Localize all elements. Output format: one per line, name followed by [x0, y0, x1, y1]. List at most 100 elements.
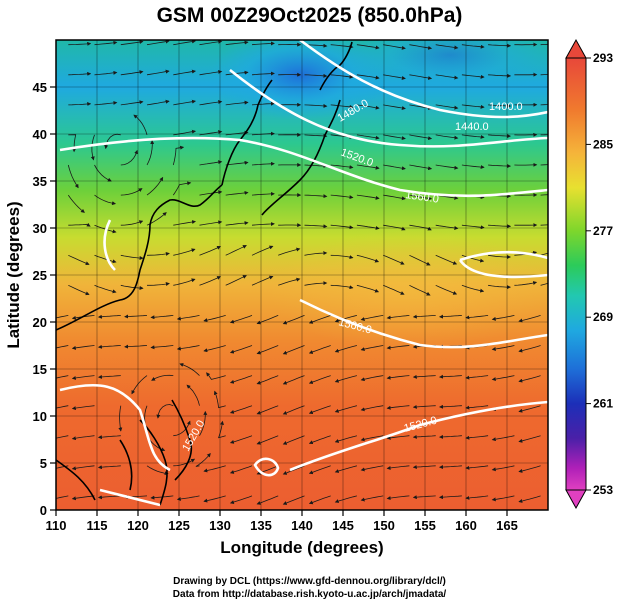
streamline: [334, 465, 357, 473]
streamline: [146, 40, 170, 46]
streamline: [439, 434, 462, 439]
grid-lines: [56, 40, 548, 510]
streamline: [146, 99, 170, 106]
streamline: [146, 465, 169, 476]
streamline: [518, 495, 541, 503]
streamline: [518, 435, 541, 443]
streamline: [465, 315, 489, 320]
streamline: [206, 372, 226, 380]
streamline: [435, 74, 459, 80]
streamline: [94, 284, 117, 294]
y-tick-label: 20: [33, 315, 47, 330]
streamline: [491, 375, 515, 382]
streamline: [488, 164, 512, 169]
streamline: [412, 314, 436, 319]
x-tick-label: 110: [46, 518, 67, 533]
streamline: [356, 254, 380, 263]
y-tick-label: 5: [40, 456, 47, 471]
streamline: [383, 284, 405, 295]
streamline: [156, 404, 174, 419]
x-tick-label: 155: [414, 518, 436, 533]
contour-label: 1440.0: [455, 121, 489, 133]
streamline: [383, 134, 406, 141]
streamline: [491, 435, 515, 442]
streamline: [465, 435, 489, 440]
streamline: [120, 254, 144, 261]
colorbar-bottom-arrow: [565, 489, 587, 510]
colorbar-top-arrow: [565, 38, 587, 59]
streamline: [68, 222, 91, 227]
streamline: [90, 134, 95, 161]
streamline: [308, 375, 331, 384]
streamline: [94, 70, 118, 76]
map-field: 1400.0 1440.0 1480.0 1520.0 1560.0 1560.…: [56, 40, 548, 510]
streamline: [540, 43, 548, 46]
streamline: [173, 248, 196, 256]
streamline: [179, 363, 200, 376]
streamline: [383, 74, 406, 80]
streamline: [304, 251, 328, 256]
streamline: [334, 495, 357, 503]
streamline: [540, 194, 548, 196]
contour-label: 1560.0: [405, 189, 440, 206]
streamline: [439, 404, 462, 409]
y-tick-label: 30: [33, 221, 47, 236]
streamline: [439, 465, 462, 470]
streamline: [386, 495, 410, 501]
streamline: [278, 277, 301, 286]
streamline: [386, 405, 410, 410]
streamline: [383, 194, 406, 201]
streamline: [120, 70, 144, 76]
colorbar-tick-label: 261: [593, 397, 613, 411]
streamline: [386, 315, 410, 320]
streamline: [199, 100, 223, 106]
streamline: [229, 495, 253, 504]
streamline: [120, 40, 144, 46]
streamline: [518, 405, 541, 413]
streamline: [488, 103, 512, 108]
y-tick-label: 40: [33, 127, 47, 142]
streamline: [203, 465, 226, 473]
streamline: [225, 221, 249, 226]
credit-data-source: Data from http://database.rish.kyoto-u.a…: [172, 589, 447, 600]
streamline: [56, 345, 69, 349]
streamline: [465, 495, 489, 500]
streamline: [304, 73, 328, 78]
streamline: [282, 405, 305, 415]
streamline: [518, 345, 541, 353]
streamline: [360, 375, 384, 382]
streamline: [409, 74, 433, 80]
streamline: [229, 345, 253, 354]
streamline: [282, 435, 305, 445]
streamline: [488, 73, 512, 78]
streamline: [251, 71, 275, 76]
colorbar-tick-label: 253: [593, 483, 613, 497]
streamline: [488, 134, 512, 139]
streamline: [356, 164, 380, 170]
streamline: [304, 133, 328, 138]
streamline: [199, 69, 223, 76]
colorbar-tick-label: 285: [593, 137, 613, 151]
streamline: [282, 495, 305, 505]
streamline: [514, 281, 538, 286]
streamline: [186, 384, 200, 406]
streamline: [97, 374, 121, 379]
streamline: [386, 345, 410, 350]
streamline: [71, 375, 95, 380]
streamline: [97, 344, 121, 349]
streamline: [540, 134, 548, 136]
streamline: [334, 375, 357, 383]
streamline: [383, 44, 406, 50]
streamline: [67, 164, 79, 189]
streamline: [56, 495, 69, 499]
streamline: [225, 100, 249, 106]
streamline: [251, 245, 274, 256]
streamline: [282, 375, 305, 385]
streamline: [491, 495, 515, 502]
streamline: [146, 140, 155, 166]
chart-title: GSM 00Z29Oct2025 (850.0hPa): [156, 4, 463, 27]
streamline: [203, 345, 226, 353]
streamline: [461, 134, 485, 139]
streamline: [176, 495, 200, 501]
